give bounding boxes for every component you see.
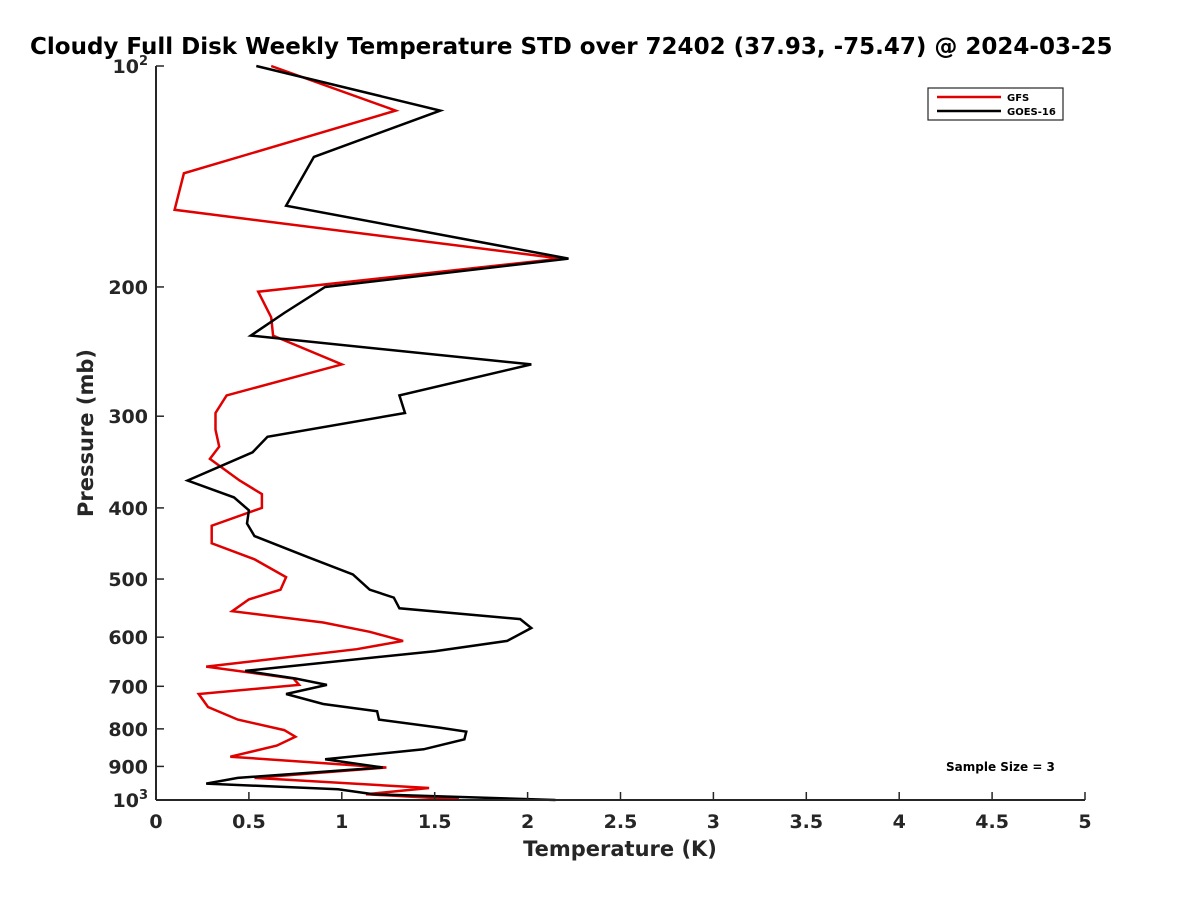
x-tick-label: 3 (707, 811, 720, 833)
legend-label-goes-16: GOES-16 (1007, 107, 1056, 118)
legend-label-gfs: GFS (1007, 93, 1029, 104)
legend-box (927, 87, 1064, 121)
x-tick-label: 5 (1078, 811, 1091, 833)
chart-title: Cloudy Full Disk Weekly Temperature STD … (30, 34, 1113, 60)
series-layer (173, 64, 569, 802)
x-tick-label: 3.5 (789, 811, 823, 833)
x-ticks: 0 0.5 1 1.5 2 2.5 3 3.5 4 4.5 5 (149, 792, 1092, 833)
series-line-gfs (173, 64, 562, 801)
y-tick-label: 103 (113, 788, 149, 812)
y-tick-label: 500 (108, 569, 148, 591)
x-tick-label: 2 (521, 811, 534, 833)
y-tick-label: 900 (108, 756, 148, 778)
y-tick-label: 400 (108, 498, 148, 520)
x-tick-label: 0 (149, 811, 162, 833)
x-tick-label: 4.5 (975, 811, 1009, 833)
y-axis-label: Pressure (mb) (74, 349, 98, 517)
series-line-goes-16 (184, 64, 569, 802)
y-tick-label: 600 (108, 627, 148, 649)
sample-size-annotation: Sample Size = 3 (946, 760, 1055, 774)
y-tick-label: 800 (108, 719, 148, 741)
x-tick-label: 2.5 (604, 811, 638, 833)
y-ticks: 102 200 300 400 500 600 700 800 900 103 (108, 54, 164, 812)
y-tick-label: 700 (108, 676, 148, 698)
y-tick-label: 300 (108, 406, 148, 428)
y-tick-label: 200 (108, 277, 148, 299)
x-tick-label: 0.5 (232, 811, 266, 833)
x-tick-label: 1 (335, 811, 348, 833)
legend: GFS GOES-16 (927, 87, 1064, 121)
x-tick-label: 4 (893, 811, 906, 833)
y-tick-label: 102 (113, 54, 149, 78)
x-tick-label: 1.5 (418, 811, 452, 833)
x-axis-label: Temperature (K) (523, 837, 717, 861)
